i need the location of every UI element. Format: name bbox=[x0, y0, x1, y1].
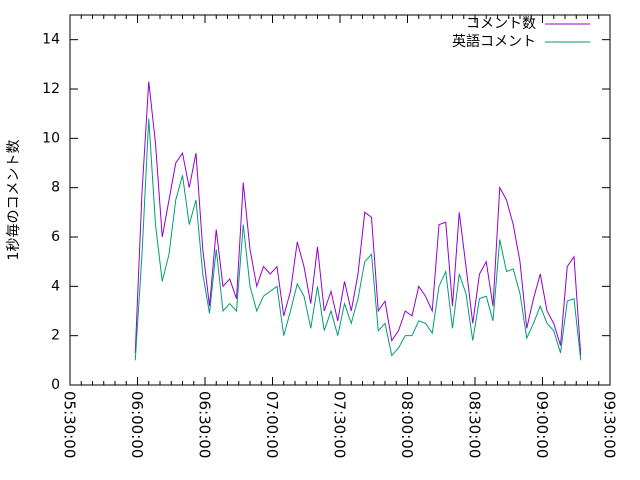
series-line bbox=[134, 118, 582, 361]
x-tick-label: 07:00:00 bbox=[263, 391, 281, 458]
series-line bbox=[134, 81, 582, 356]
x-tick-label: 08:30:00 bbox=[466, 391, 484, 458]
y-axis-label: 1秒毎のコメント数 bbox=[6, 140, 22, 261]
y-tick-label: 12 bbox=[42, 81, 60, 97]
y-tick-label: 0 bbox=[51, 377, 60, 393]
y-tick-label: 4 bbox=[51, 278, 60, 294]
plot-frame bbox=[69, 14, 611, 386]
y-tick-label: 8 bbox=[51, 180, 60, 196]
y-tick-label: 10 bbox=[42, 130, 60, 146]
y-tick-label: 6 bbox=[51, 229, 60, 245]
x-tick-label: 09:30:00 bbox=[601, 391, 619, 458]
y-tick-label: 2 bbox=[51, 328, 60, 344]
y-tick-label: 14 bbox=[42, 32, 60, 48]
x-tick-label: 08:00:00 bbox=[398, 391, 416, 458]
x-tick-label: 07:30:00 bbox=[331, 391, 349, 458]
legend-label: 英語コメント bbox=[452, 33, 536, 50]
x-tick-label: 09:00:00 bbox=[533, 391, 551, 458]
x-tick-label: 06:30:00 bbox=[196, 391, 214, 458]
x-tick-label: 05:30:00 bbox=[61, 391, 79, 458]
x-tick-label: 06:00:00 bbox=[128, 391, 146, 458]
legend-label: コメント数 bbox=[466, 16, 536, 32]
